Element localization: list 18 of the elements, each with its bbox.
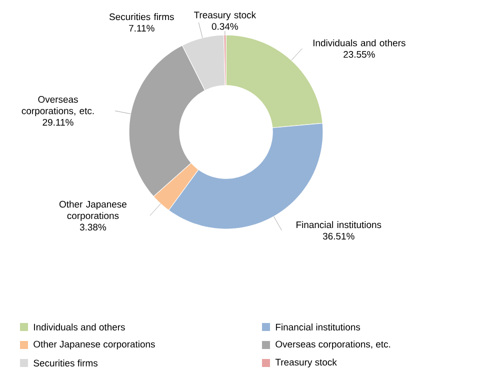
legend-label: Financial institutions: [276, 324, 360, 330]
slice-label: Other Japanese corporations: [59, 200, 126, 221]
data-label: 7.11%: [129, 24, 154, 32]
slice-label: Treasury stock: [194, 11, 256, 20]
slice-label: Overseas corporations, etc.: [22, 96, 94, 116]
legend-label: Securities firms: [34, 360, 98, 366]
data-label: 0.34%: [212, 23, 238, 30]
data-label: 36.51%: [322, 232, 354, 240]
data-label: 23.55%: [344, 51, 375, 58]
legend-label: Overseas corporations, etc.: [276, 340, 390, 350]
slice-label: Individuals and others: [313, 39, 406, 46]
slice-label: Securities firms: [109, 13, 174, 20]
slice-label: Financial institutions: [296, 221, 382, 228]
data-label: 29.11%: [42, 118, 74, 126]
legend-label: Other Japanese corporations: [34, 340, 155, 350]
data-label: 3.38%: [80, 224, 106, 231]
legend-label: Individuals and others: [34, 324, 125, 330]
legend-label: Treasury stock: [275, 358, 337, 368]
